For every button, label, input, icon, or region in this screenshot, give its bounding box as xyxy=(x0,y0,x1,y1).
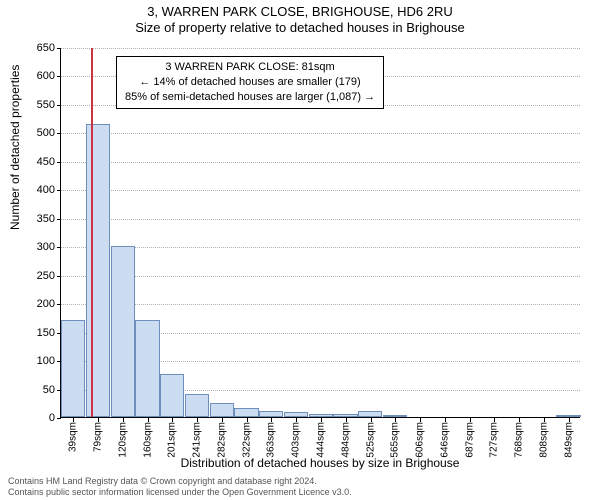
info-box-line: 3 WARREN PARK CLOSE: 81sqm xyxy=(125,60,375,75)
footer: Contains HM Land Registry data © Crown c… xyxy=(8,476,592,498)
histogram-bar xyxy=(61,320,85,417)
gridline xyxy=(61,133,580,134)
ytick-mark xyxy=(57,133,61,134)
xtick-label: 282sqm xyxy=(216,422,227,458)
property-marker-line xyxy=(91,48,93,417)
ytick-mark xyxy=(57,304,61,305)
histogram-bar xyxy=(234,408,258,417)
info-box: 3 WARREN PARK CLOSE: 81sqm← 14% of detac… xyxy=(116,56,384,109)
ytick-mark xyxy=(57,418,61,419)
info-box-line: ← 14% of detached houses are smaller (17… xyxy=(125,75,375,90)
histogram-bar xyxy=(160,374,184,417)
title-block: 3, WARREN PARK CLOSE, BRIGHOUSE, HD6 2RU… xyxy=(0,0,600,37)
histogram-bar xyxy=(284,412,308,417)
ytick-mark xyxy=(57,276,61,277)
ytick-label: 250 xyxy=(25,270,55,282)
xtick-label: 39sqm xyxy=(68,422,79,452)
ytick-label: 650 xyxy=(25,42,55,54)
histogram-bar xyxy=(309,414,333,417)
xtick-label: 79sqm xyxy=(93,422,104,452)
gridline xyxy=(61,190,580,191)
ytick-mark xyxy=(57,219,61,220)
histogram-bar xyxy=(185,394,209,417)
xtick-label: 525sqm xyxy=(365,422,376,458)
xtick-label: 687sqm xyxy=(464,422,475,458)
gridline xyxy=(61,247,580,248)
ytick-label: 100 xyxy=(25,355,55,367)
gridline xyxy=(61,162,580,163)
info-box-line: 85% of semi-detached houses are larger (… xyxy=(125,90,375,105)
xtick-label: 363sqm xyxy=(266,422,277,458)
y-axis-label: Number of detached properties xyxy=(8,65,22,230)
xtick-label: 646sqm xyxy=(439,422,450,458)
ytick-label: 500 xyxy=(25,127,55,139)
xtick-label: 160sqm xyxy=(142,422,153,458)
ytick-mark xyxy=(57,162,61,163)
histogram-bar xyxy=(210,403,234,417)
xtick-label: 403sqm xyxy=(291,422,302,458)
x-axis-label: Distribution of detached houses by size … xyxy=(60,456,580,470)
ytick-label: 400 xyxy=(25,184,55,196)
ytick-mark xyxy=(57,76,61,77)
chart-area: 0501001502002503003504004505005506006503… xyxy=(60,48,580,418)
histogram-bar xyxy=(135,320,159,417)
histogram-bar xyxy=(358,411,382,417)
xtick-label: 849sqm xyxy=(563,422,574,458)
ytick-label: 350 xyxy=(25,213,55,225)
xtick-label: 241sqm xyxy=(192,422,203,458)
ytick-label: 50 xyxy=(25,384,55,396)
xtick-label: 808sqm xyxy=(538,422,549,458)
xtick-label: 606sqm xyxy=(415,422,426,458)
histogram-bar xyxy=(111,246,135,417)
title-line-2: Size of property relative to detached ho… xyxy=(0,20,600,36)
xtick-label: 727sqm xyxy=(489,422,500,458)
ytick-label: 200 xyxy=(25,298,55,310)
xtick-label: 120sqm xyxy=(117,422,128,458)
xtick-label: 322sqm xyxy=(241,422,252,458)
ytick-label: 450 xyxy=(25,156,55,168)
xtick-label: 565sqm xyxy=(390,422,401,458)
gridline xyxy=(61,304,580,305)
footer-line-2: Contains public sector information licen… xyxy=(8,487,592,498)
xtick-label: 484sqm xyxy=(340,422,351,458)
xtick-label: 201sqm xyxy=(167,422,178,458)
ytick-mark xyxy=(57,105,61,106)
ytick-mark xyxy=(57,48,61,49)
ytick-label: 550 xyxy=(25,99,55,111)
ytick-label: 300 xyxy=(25,241,55,253)
xtick-label: 444sqm xyxy=(316,422,327,458)
histogram-bar xyxy=(556,415,580,417)
gridline xyxy=(61,276,580,277)
histogram-bar xyxy=(86,124,110,417)
plot-region: 0501001502002503003504004505005506006503… xyxy=(60,48,580,418)
ytick-label: 600 xyxy=(25,70,55,82)
gridline xyxy=(61,219,580,220)
xtick-label: 768sqm xyxy=(514,422,525,458)
histogram-bar xyxy=(333,414,357,417)
ytick-mark xyxy=(57,190,61,191)
footer-line-1: Contains HM Land Registry data © Crown c… xyxy=(8,476,592,487)
histogram-bar xyxy=(259,411,283,417)
gridline xyxy=(61,48,580,49)
ytick-mark xyxy=(57,247,61,248)
title-line-1: 3, WARREN PARK CLOSE, BRIGHOUSE, HD6 2RU xyxy=(0,4,600,20)
histogram-bar xyxy=(383,415,407,417)
ytick-label: 150 xyxy=(25,327,55,339)
ytick-label: 0 xyxy=(25,412,55,424)
